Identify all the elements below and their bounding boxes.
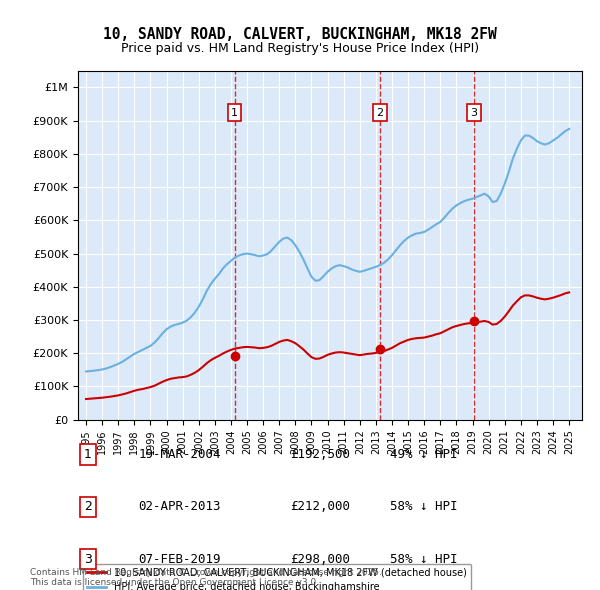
Text: 07-FEB-2019: 07-FEB-2019 xyxy=(139,553,221,566)
Text: 1: 1 xyxy=(231,107,238,117)
Text: £212,000: £212,000 xyxy=(290,500,350,513)
Text: 10, SANDY ROAD, CALVERT, BUCKINGHAM, MK18 2FW: 10, SANDY ROAD, CALVERT, BUCKINGHAM, MK1… xyxy=(103,27,497,41)
Text: 3: 3 xyxy=(470,107,478,117)
Text: 58% ↓ HPI: 58% ↓ HPI xyxy=(391,500,458,513)
Text: 49% ↓ HPI: 49% ↓ HPI xyxy=(391,448,458,461)
Text: 58% ↓ HPI: 58% ↓ HPI xyxy=(391,553,458,566)
Text: 2: 2 xyxy=(84,500,92,513)
Text: £192,500: £192,500 xyxy=(290,448,350,461)
Text: Contains HM Land Registry data © Crown copyright and database right 2025.
This d: Contains HM Land Registry data © Crown c… xyxy=(30,568,382,587)
Text: £298,000: £298,000 xyxy=(290,553,350,566)
Text: 19-MAR-2004: 19-MAR-2004 xyxy=(139,448,221,461)
Text: Price paid vs. HM Land Registry's House Price Index (HPI): Price paid vs. HM Land Registry's House … xyxy=(121,42,479,55)
Text: 02-APR-2013: 02-APR-2013 xyxy=(139,500,221,513)
Text: 3: 3 xyxy=(84,553,92,566)
Legend: 10, SANDY ROAD, CALVERT, BUCKINGHAM, MK18 2FW (detached house), HPI: Average pri: 10, SANDY ROAD, CALVERT, BUCKINGHAM, MK1… xyxy=(83,563,471,590)
Text: 2: 2 xyxy=(376,107,383,117)
Text: 1: 1 xyxy=(84,448,92,461)
